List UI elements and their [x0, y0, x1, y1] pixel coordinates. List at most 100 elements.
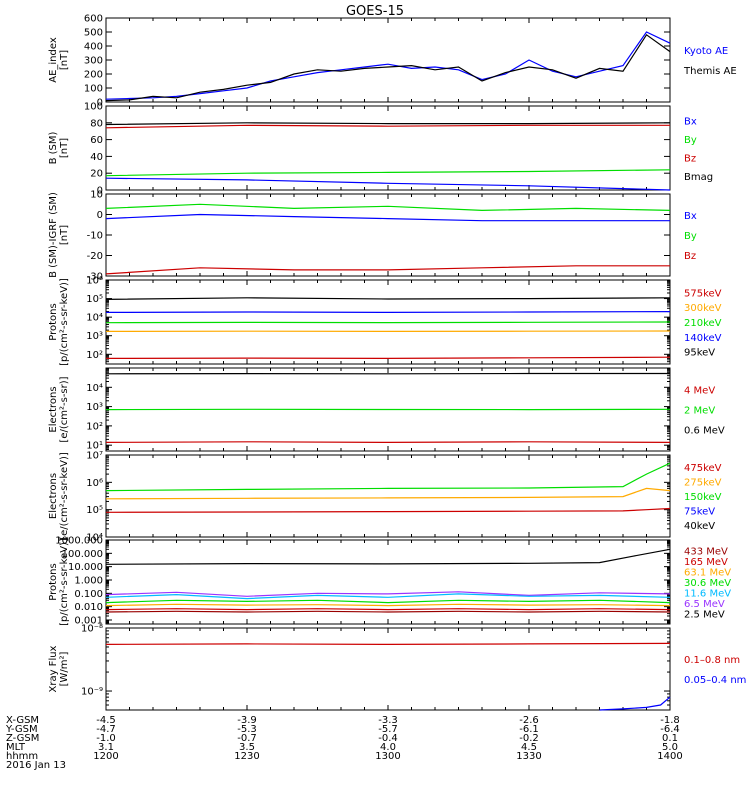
series-line-433-mev [105, 610, 671, 613]
panel-2: 0 20 40 60 80 100 B (SM) [nT] Bx By Bz Bmag [48, 102, 713, 197]
series-line-4-mev [105, 441, 671, 443]
x-row-label: X-GSM [6, 715, 39, 726]
legend-entry: 11.6 MeV [684, 589, 731, 600]
series-line-kyoto-ae [105, 31, 671, 100]
y-tick-label: 10⁶ [86, 478, 103, 489]
y-axis-label: Protons [48, 303, 59, 340]
series-line-bx [105, 177, 671, 191]
legend-entry: 95keV [684, 348, 715, 359]
y-tick-label: 0 [97, 186, 103, 197]
y-axis-label: B (SM) [48, 131, 59, 164]
legend-entry: 0.05–0.4 nm [684, 675, 746, 686]
series-line-bz [105, 124, 670, 129]
y-tick-label: 10⁵ [86, 505, 103, 516]
series-line-bmag [105, 122, 671, 126]
x-tick-value: -2.6 [519, 715, 539, 726]
x-tick-value: -1.8 [660, 715, 680, 726]
y-axis-label: Protons [48, 563, 59, 600]
x-row-label: hhmm [6, 751, 38, 762]
y-axis-label: Xray Flux [48, 645, 59, 692]
x-tick-value: -1.0 [96, 733, 116, 744]
series-line-bx [105, 213, 670, 222]
legend-entry: 275keV [684, 478, 722, 489]
x-tick-value: 4.5 [521, 742, 537, 753]
series-line-0-05-0-4-nm [599, 696, 671, 711]
x-tick-value: 1300 [375, 751, 400, 762]
y-tick-label: 10³ [86, 402, 103, 413]
y-tick-label: 0 [97, 98, 103, 109]
panel-1: 0 100 200 300 400 500 600 AE_index [nT] Kyoto AE T… [48, 14, 737, 109]
y-tick-label: 60 [90, 135, 103, 146]
y-axis-label: [nT] [59, 225, 70, 245]
y-tick-label: 10⁴ [86, 383, 103, 394]
x-tick-value: -5.3 [237, 724, 257, 735]
x-tick-value: 5.0 [662, 742, 678, 753]
legend-entry: Bz [684, 153, 696, 164]
legend-entry: 433 MeV [684, 546, 728, 557]
x-tick-value: 1330 [516, 751, 541, 762]
y-axis-label: [e/(cm²-s-sr)] [59, 376, 70, 442]
x-tick-value: -0.7 [237, 733, 257, 744]
panel-frame [105, 454, 671, 538]
x-row-label: Y-GSM [5, 724, 38, 735]
legend-entry: 210keV [684, 318, 722, 329]
y-tick-label: 10⁻⁹ [81, 687, 103, 698]
chart-title: GOES-15 [346, 4, 404, 19]
y-tick-label: 0.001 [74, 615, 103, 626]
series-line-0-1-0-8-nm [105, 642, 671, 646]
legend-entry: Bz [684, 251, 696, 262]
legend-entry: 0.6 MeV [684, 426, 725, 437]
legend-entry: 6.5 MeV [684, 599, 725, 610]
series-line-11-6-mev [105, 593, 671, 600]
y-tick-label: 0 [97, 210, 103, 221]
y-tick-label: 80 [90, 118, 103, 129]
series-line-bz [105, 265, 670, 275]
legend-entry: 30.6 MeV [684, 578, 731, 589]
y-tick-label: 300 [84, 56, 103, 67]
y-tick-label: 20 [90, 169, 103, 180]
legend-entry: By [684, 231, 697, 242]
y-axis-label: Electrons [48, 386, 59, 432]
y-tick-label: -20 [87, 251, 103, 262]
panel-5: 10¹ 10² 10³ 10⁴ Electrons [e/(cm²-s-sr)] 4 MeV… [48, 367, 725, 452]
legend-entry: 140keV [684, 333, 722, 344]
x-tick-value: -0.2 [519, 733, 539, 744]
series-line-by [105, 169, 671, 177]
series-line-95kev [105, 297, 671, 300]
x-tick-value: 1200 [93, 751, 118, 762]
x-tick-value: -4.5 [96, 715, 116, 726]
series-line-140kev [105, 311, 671, 313]
legend-entry: By [684, 135, 697, 146]
series-line-2-5-mev [105, 548, 671, 565]
legend-entry: Bx [684, 211, 697, 222]
panel-frame [105, 105, 671, 191]
x-tick-value: 4.0 [380, 742, 396, 753]
panel-3: -30 -20 -10 0 10 B (SM)-IGRF (SM) [nT] Bx By Bz [48, 190, 697, 283]
series-line-475kev [105, 507, 671, 513]
x-tick-value: -0.4 [378, 733, 398, 744]
panel-frame [105, 627, 671, 711]
y-tick-label: 10 [90, 190, 103, 201]
series-line-575kev [105, 356, 671, 359]
y-axis-label: [W/m²] [59, 651, 70, 686]
x-tick-value: 1230 [234, 751, 259, 762]
y-tick-label: 10² [86, 421, 103, 432]
y-axis-label: [nT] [59, 50, 70, 70]
legend-entry: 300keV [684, 303, 722, 314]
legend-entry: 2.5 MeV [684, 610, 725, 621]
y-tick-label: 10³ [86, 331, 103, 342]
y-axis-label: AE_index [48, 37, 59, 83]
y-axis-label: [p/(cm²-s-sr-keV)] [59, 538, 70, 626]
panel-8: 10⁻⁹ 10⁻⁸ Xray Flux [W/m²] 0.1–0.8 nm 0.05–0.… [48, 624, 746, 711]
series-line-275kev [105, 487, 671, 500]
y-tick-label: 100 [84, 102, 103, 113]
legend-entry: 63.1 MeV [684, 567, 731, 578]
x-tick-value: 3.1 [98, 742, 114, 753]
series-line-30-6-mev [105, 599, 671, 604]
series-line-150kev [105, 462, 671, 492]
legend-entry: 4 MeV [684, 386, 715, 397]
legend-entry: 2 MeV [684, 406, 715, 417]
legend-entry: 150keV [684, 492, 722, 503]
